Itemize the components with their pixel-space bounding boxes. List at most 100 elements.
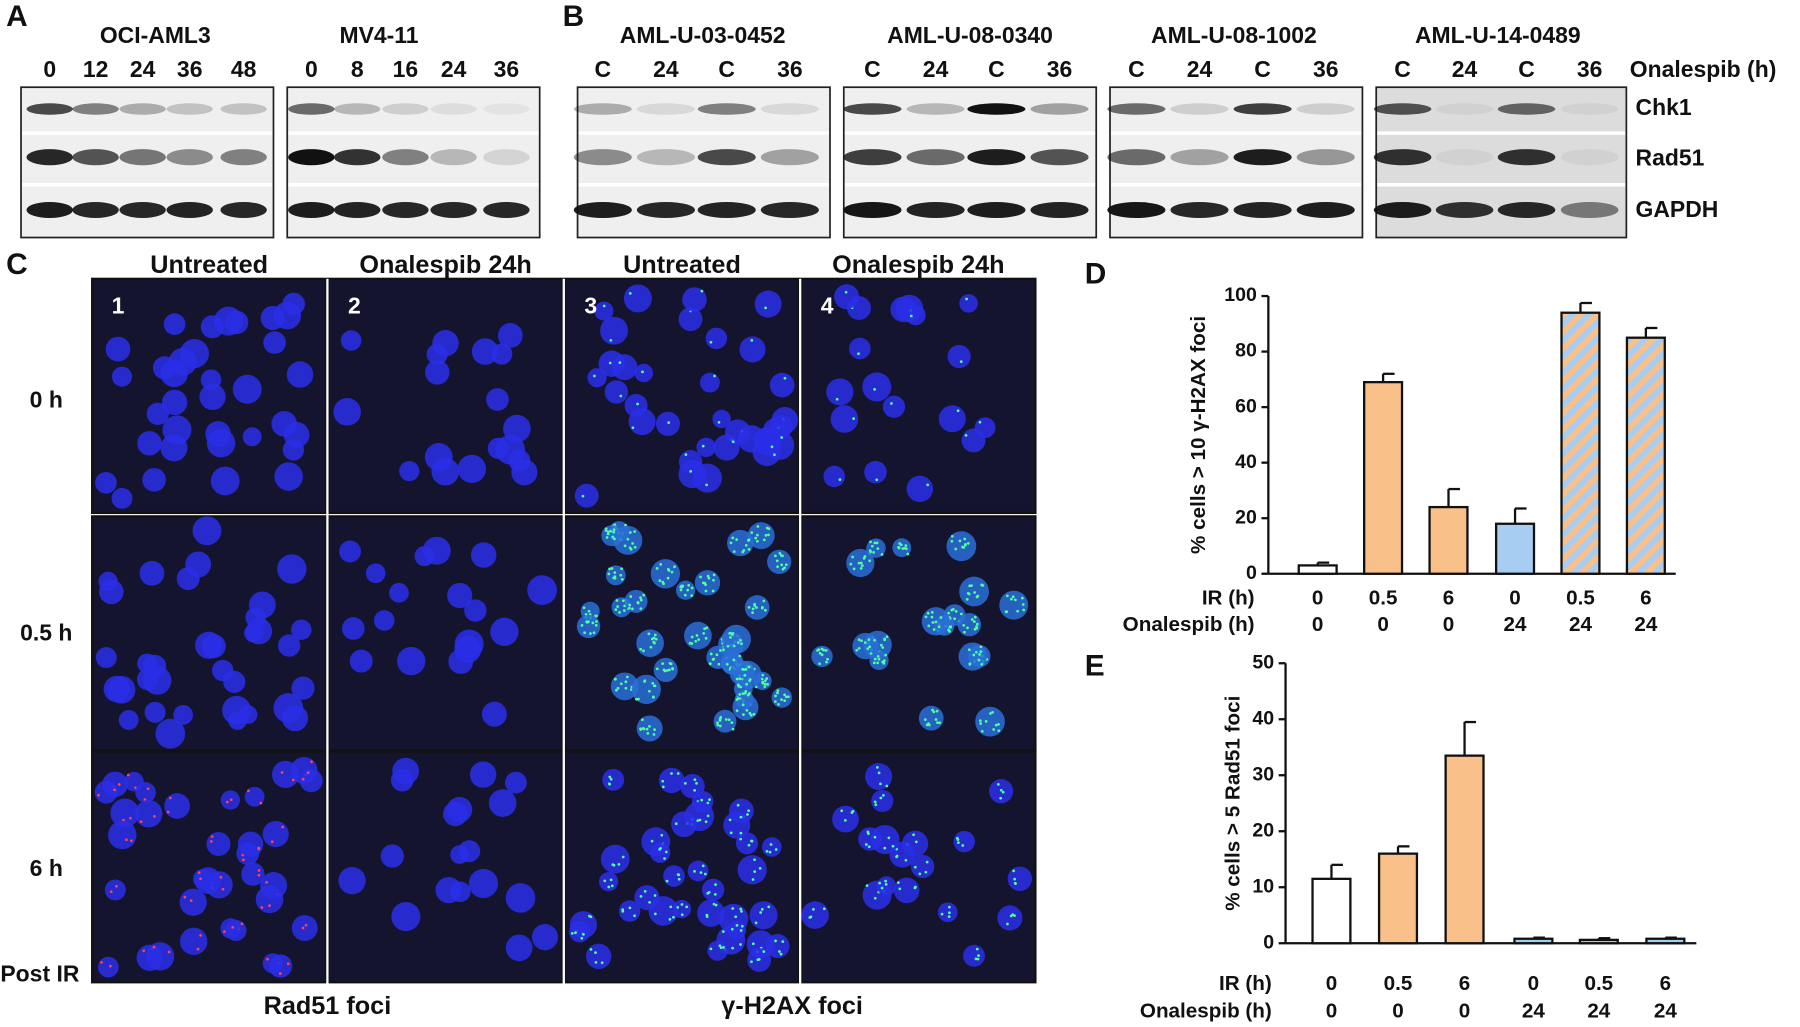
focus — [739, 929, 743, 932]
focus — [633, 545, 637, 549]
focus — [950, 608, 954, 612]
focus — [690, 586, 694, 590]
protein-label: Chk1 — [1636, 94, 1692, 120]
focus — [661, 785, 665, 789]
focus — [974, 957, 978, 961]
focus — [642, 649, 645, 653]
focus — [680, 585, 684, 589]
focus — [865, 884, 869, 888]
focus — [931, 621, 935, 624]
focus — [683, 781, 687, 785]
focus — [773, 700, 777, 704]
nucleus — [137, 431, 162, 456]
focus — [615, 599, 619, 602]
focus — [975, 947, 979, 951]
focus — [873, 387, 877, 391]
focus — [666, 576, 670, 580]
focus — [959, 612, 963, 616]
focus — [989, 712, 992, 715]
focus — [809, 915, 813, 919]
nucleus — [470, 542, 497, 568]
focus — [643, 890, 647, 893]
focus — [639, 596, 642, 600]
blot-band — [1296, 149, 1355, 166]
lane-label: 36 — [494, 56, 520, 82]
focus — [636, 601, 640, 605]
focus — [752, 712, 756, 716]
focus — [695, 781, 698, 785]
focus — [712, 657, 716, 661]
focus — [748, 711, 752, 715]
blot-band — [967, 149, 1026, 166]
focus — [718, 724, 722, 728]
focus — [724, 718, 728, 721]
focus — [646, 731, 650, 735]
blot-band — [382, 201, 429, 219]
focus — [977, 954, 980, 958]
focus — [668, 918, 672, 921]
focus — [589, 632, 592, 635]
focus — [600, 961, 604, 965]
nucleus — [892, 538, 912, 558]
blot-band — [72, 201, 119, 219]
focus — [641, 718, 644, 722]
focus — [139, 820, 143, 824]
protein-label: Rad51 — [1636, 145, 1705, 171]
nucleus — [179, 927, 208, 956]
focus — [924, 870, 928, 874]
nucleus — [672, 899, 692, 919]
nucleus — [299, 769, 323, 793]
focus — [754, 921, 758, 925]
focus — [763, 679, 767, 683]
nucleus — [624, 589, 648, 613]
nucleus — [291, 676, 315, 700]
nucleus — [586, 943, 612, 970]
blot-band — [1296, 201, 1355, 219]
focus — [898, 887, 902, 891]
focus — [860, 639, 863, 643]
focus — [669, 662, 673, 666]
focus — [631, 607, 634, 611]
x-tick-label: 0 — [1377, 613, 1388, 636]
focus — [152, 945, 156, 949]
focus — [730, 927, 734, 931]
focus — [725, 662, 729, 666]
bar — [1645, 937, 1686, 945]
nucleus — [449, 881, 471, 903]
lane-label: 12 — [83, 56, 109, 82]
focus — [739, 815, 743, 819]
blot-band — [760, 149, 819, 166]
focus — [587, 620, 590, 624]
lane-label: C — [718, 56, 735, 82]
focus — [257, 869, 261, 872]
focus — [860, 564, 864, 568]
focus — [652, 636, 656, 640]
focus — [189, 899, 193, 902]
lane-label: C — [1518, 56, 1535, 82]
focus — [867, 845, 871, 849]
focus — [664, 850, 668, 854]
focus — [873, 657, 877, 661]
blot-band — [1030, 201, 1089, 219]
nucleus — [118, 710, 139, 730]
focus — [984, 720, 988, 723]
focus — [767, 533, 770, 537]
nucleus — [491, 343, 513, 365]
focus — [812, 907, 815, 911]
focus — [849, 562, 853, 566]
blot-band — [1560, 149, 1619, 166]
bar — [1363, 380, 1404, 575]
blot-band — [334, 149, 381, 166]
focus — [684, 453, 688, 457]
blot-band — [1233, 201, 1292, 219]
focus — [736, 803, 740, 807]
focus — [884, 882, 888, 886]
focus — [616, 605, 620, 609]
focus — [623, 544, 627, 548]
focus — [616, 686, 620, 690]
focus — [726, 644, 730, 648]
blot-band — [906, 149, 965, 166]
focus — [934, 620, 938, 624]
nucleus — [634, 363, 654, 383]
focus — [751, 942, 755, 946]
